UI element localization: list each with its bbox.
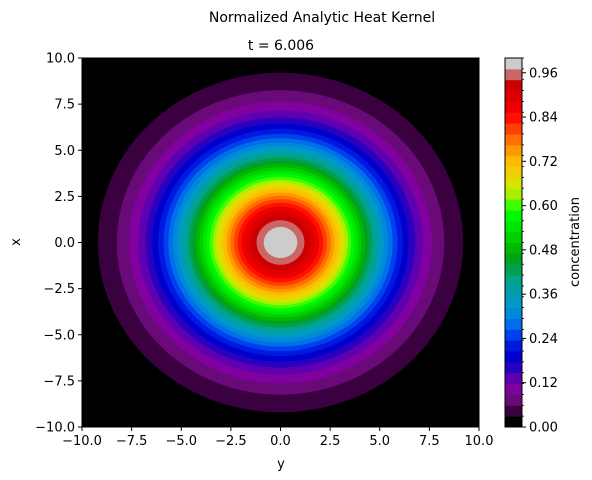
colorbar-segment (505, 340, 522, 352)
x-tick-label: −10.0 (62, 434, 102, 449)
colorbar-tick-label: 0.36 (529, 288, 558, 303)
colorbar-segment (505, 58, 522, 70)
colorbar-segment (505, 264, 522, 276)
colorbar-segment (505, 296, 522, 309)
suptitle: Normalized Analytic Heat Kernel (209, 10, 435, 26)
y-tick-label: −10.0 (35, 421, 75, 436)
contour-band (263, 226, 298, 259)
y-tick-label: −5.0 (43, 328, 75, 343)
colorbar-segment (505, 220, 522, 233)
colorbar-segment (505, 351, 522, 363)
colorbar-segment (505, 90, 522, 102)
colorbar-segment (505, 79, 522, 92)
colorbar-axis: 0.00 0.12 0.24 0.36 0.48 0.60 0.72 0.84 0.96 (522, 57, 558, 436)
y-tick-label: 10.0 (46, 52, 75, 67)
x-tick-label: 5.0 (369, 434, 390, 449)
chart-title: t = 6.006 (248, 38, 314, 54)
colorbar-tick-label: 0.96 (529, 66, 558, 81)
y-axis-label: x (9, 238, 24, 246)
x-axis-label: y (277, 457, 285, 472)
colorbar-segment (505, 166, 522, 178)
colorbar-segment (505, 177, 522, 189)
colorbar-tick-label: 0.48 (529, 243, 558, 258)
y-tick-label: 0.0 (54, 236, 75, 251)
colorbar-label: concentration (568, 197, 583, 287)
colorbar-segment (505, 394, 522, 406)
colorbar-segment (505, 209, 522, 222)
colorbar-segment (505, 253, 522, 265)
x-tick-label: 7.5 (419, 434, 440, 449)
colorbar-segment (505, 155, 522, 168)
x-tick-label: 2.5 (320, 434, 341, 449)
colorbar-segment (505, 188, 522, 200)
colorbar-segment (505, 275, 522, 287)
colorbar-segment (505, 285, 522, 298)
colorbar-segment (505, 405, 522, 417)
y-tick-label: 2.5 (54, 190, 75, 205)
colorbar-tick-label: 0.84 (529, 111, 558, 126)
colorbar-segment (505, 123, 522, 135)
contour-rings (97, 72, 464, 413)
colorbar-segment (505, 242, 522, 254)
colorbar-segment (505, 199, 522, 211)
colorbar-tick-label: 0.00 (529, 421, 558, 436)
x-tick-label: 10.0 (465, 434, 494, 449)
colorbar-segment (505, 329, 522, 341)
colorbar-segment (505, 372, 522, 385)
colorbar-tick-label: 0.60 (529, 199, 558, 214)
x-axis: −10.0 −7.5 −5.0 −2.5 0.0 2.5 5.0 7.5 10.0 (62, 427, 493, 449)
x-tick-label: −5.0 (165, 434, 197, 449)
colorbar-segment (505, 231, 522, 243)
colorbar-segment (505, 307, 522, 319)
colorbar-segment (505, 383, 522, 395)
colorbar-segment (505, 361, 522, 374)
colorbar-segment (505, 101, 522, 113)
y-tick-label: 5.0 (54, 144, 75, 159)
colorbar-tick-label: 0.12 (529, 376, 558, 391)
colorbar-tick-label: 0.72 (529, 155, 558, 170)
y-tick-label: −2.5 (43, 282, 75, 297)
x-tick-label: −2.5 (215, 434, 247, 449)
colorbar-segment (505, 68, 522, 81)
colorbar-tick-label: 0.24 (529, 332, 558, 347)
y-tick-label: 7.5 (54, 98, 75, 113)
x-tick-label: 0.0 (270, 434, 291, 449)
y-axis: 10.0 7.5 5.0 2.5 0.0 −2.5 −5.0 −7.5 −10.0 (35, 52, 82, 436)
colorbar-segment (505, 318, 522, 330)
colorbar-segment (505, 416, 522, 428)
colorbar-segment (505, 112, 522, 124)
x-tick-label: −7.5 (116, 434, 148, 449)
colorbar-segment (505, 144, 522, 157)
y-tick-label: −7.5 (43, 374, 75, 389)
colorbar (505, 58, 522, 428)
colorbar-segment (505, 133, 522, 146)
